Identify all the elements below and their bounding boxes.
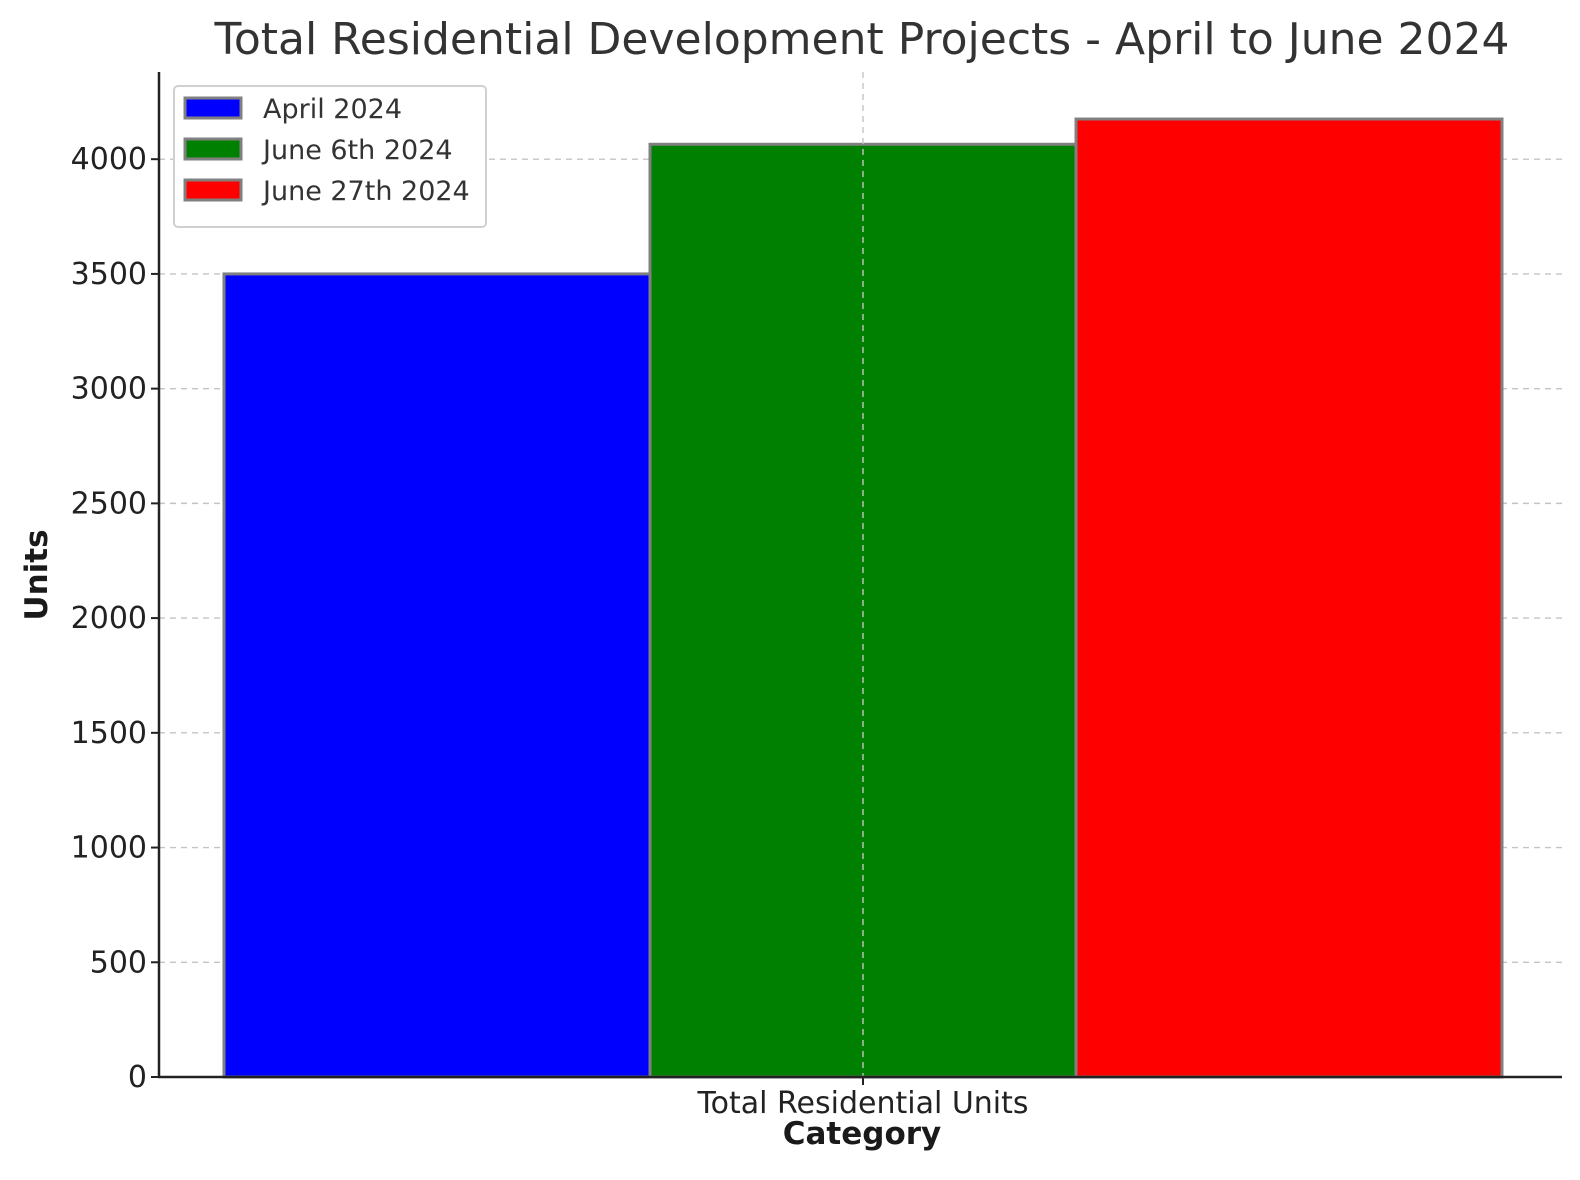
chart-title: Total Residential Development Projects -… xyxy=(213,14,1509,65)
x-tick-label: Total Residential Units xyxy=(696,1086,1028,1121)
y-axis-title: Units xyxy=(19,529,55,620)
bar-june-27th-2024 xyxy=(1074,117,1504,1079)
y-tick-label: 1000 xyxy=(71,831,147,866)
y-tick-label: 4000 xyxy=(71,142,147,177)
x-axis-title: Category xyxy=(783,1116,942,1152)
y-tick-label: 500 xyxy=(90,945,147,980)
legend-swatch xyxy=(183,178,243,202)
legend-swatch xyxy=(183,137,243,161)
axes xyxy=(151,72,1562,1085)
legend: April 2024 June 6th 2024 June 27th 2024 xyxy=(173,85,487,228)
legend-frame xyxy=(173,85,487,228)
y-tick-label: 2000 xyxy=(71,601,147,636)
y-tick-label: 3500 xyxy=(71,257,147,292)
bars xyxy=(222,117,1504,1079)
legend-label: April 2024 xyxy=(263,94,402,125)
bar-april-2024 xyxy=(222,272,652,1079)
legend-label: June 27th 2024 xyxy=(261,176,470,207)
y-tick-label: 0 xyxy=(128,1060,147,1095)
legend-swatch xyxy=(183,96,243,120)
y-tick-labels: 0 500 1000 1500 2000 2500 3000 3500 4000 xyxy=(71,142,147,1095)
x-tick-labels: Total Residential Units xyxy=(696,1086,1028,1121)
y-tick-label: 3000 xyxy=(71,372,147,407)
y-tick-label: 2500 xyxy=(71,486,147,521)
legend-label: June 6th 2024 xyxy=(261,135,453,166)
y-tick-label: 1500 xyxy=(71,716,147,751)
